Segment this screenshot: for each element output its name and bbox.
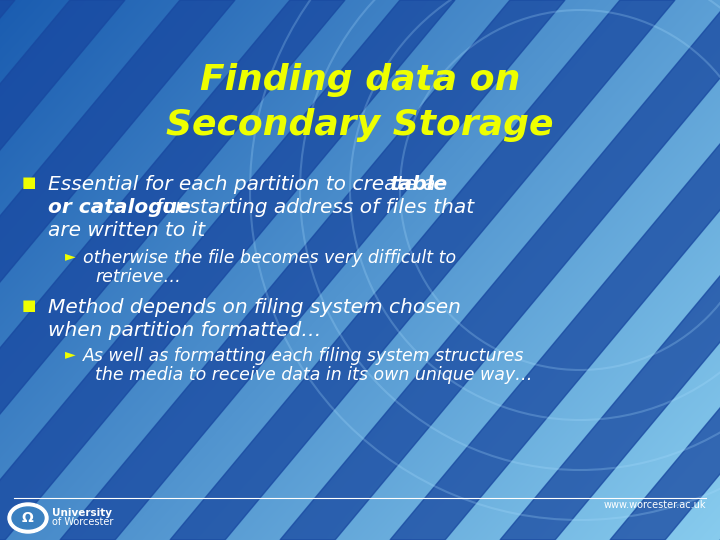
Text: www.worcester.ac.uk: www.worcester.ac.uk [603,500,706,510]
Text: when partition formatted…: when partition formatted… [48,321,321,340]
Text: Method depends on filing system chosen: Method depends on filing system chosen [48,298,461,317]
Polygon shape [0,0,235,540]
Text: Secondary Storage: Secondary Storage [166,108,554,142]
Text: are written to it: are written to it [48,221,205,240]
Ellipse shape [12,507,44,529]
Text: ■: ■ [22,175,37,190]
Text: Finding data on: Finding data on [200,63,520,97]
Text: the media to receive data in its own unique way…: the media to receive data in its own uni… [95,366,533,384]
Text: retrieve…: retrieve… [95,268,181,286]
Text: ►: ► [65,249,76,263]
Polygon shape [390,0,720,540]
Polygon shape [60,0,565,540]
Text: ■: ■ [22,298,37,313]
Polygon shape [170,0,675,540]
Polygon shape [0,0,345,540]
Ellipse shape [8,503,48,533]
Text: for starting address of files that: for starting address of files that [149,198,474,217]
Text: or catalogue: or catalogue [48,198,191,217]
Polygon shape [0,0,15,540]
Polygon shape [280,0,720,540]
Polygon shape [500,0,720,540]
Text: University: University [52,508,112,518]
Text: Essential for each partition to create a: Essential for each partition to create a [48,175,442,194]
Text: table: table [389,175,447,194]
Polygon shape [610,0,720,540]
Text: Ω: Ω [22,511,34,525]
Text: of Worcester: of Worcester [52,517,113,527]
Text: As well as formatting each filing system structures: As well as formatting each filing system… [83,347,524,365]
Text: otherwise the file becomes very difficult to: otherwise the file becomes very difficul… [83,249,456,267]
Text: ►: ► [65,347,76,361]
Polygon shape [0,0,455,540]
Polygon shape [0,0,125,540]
